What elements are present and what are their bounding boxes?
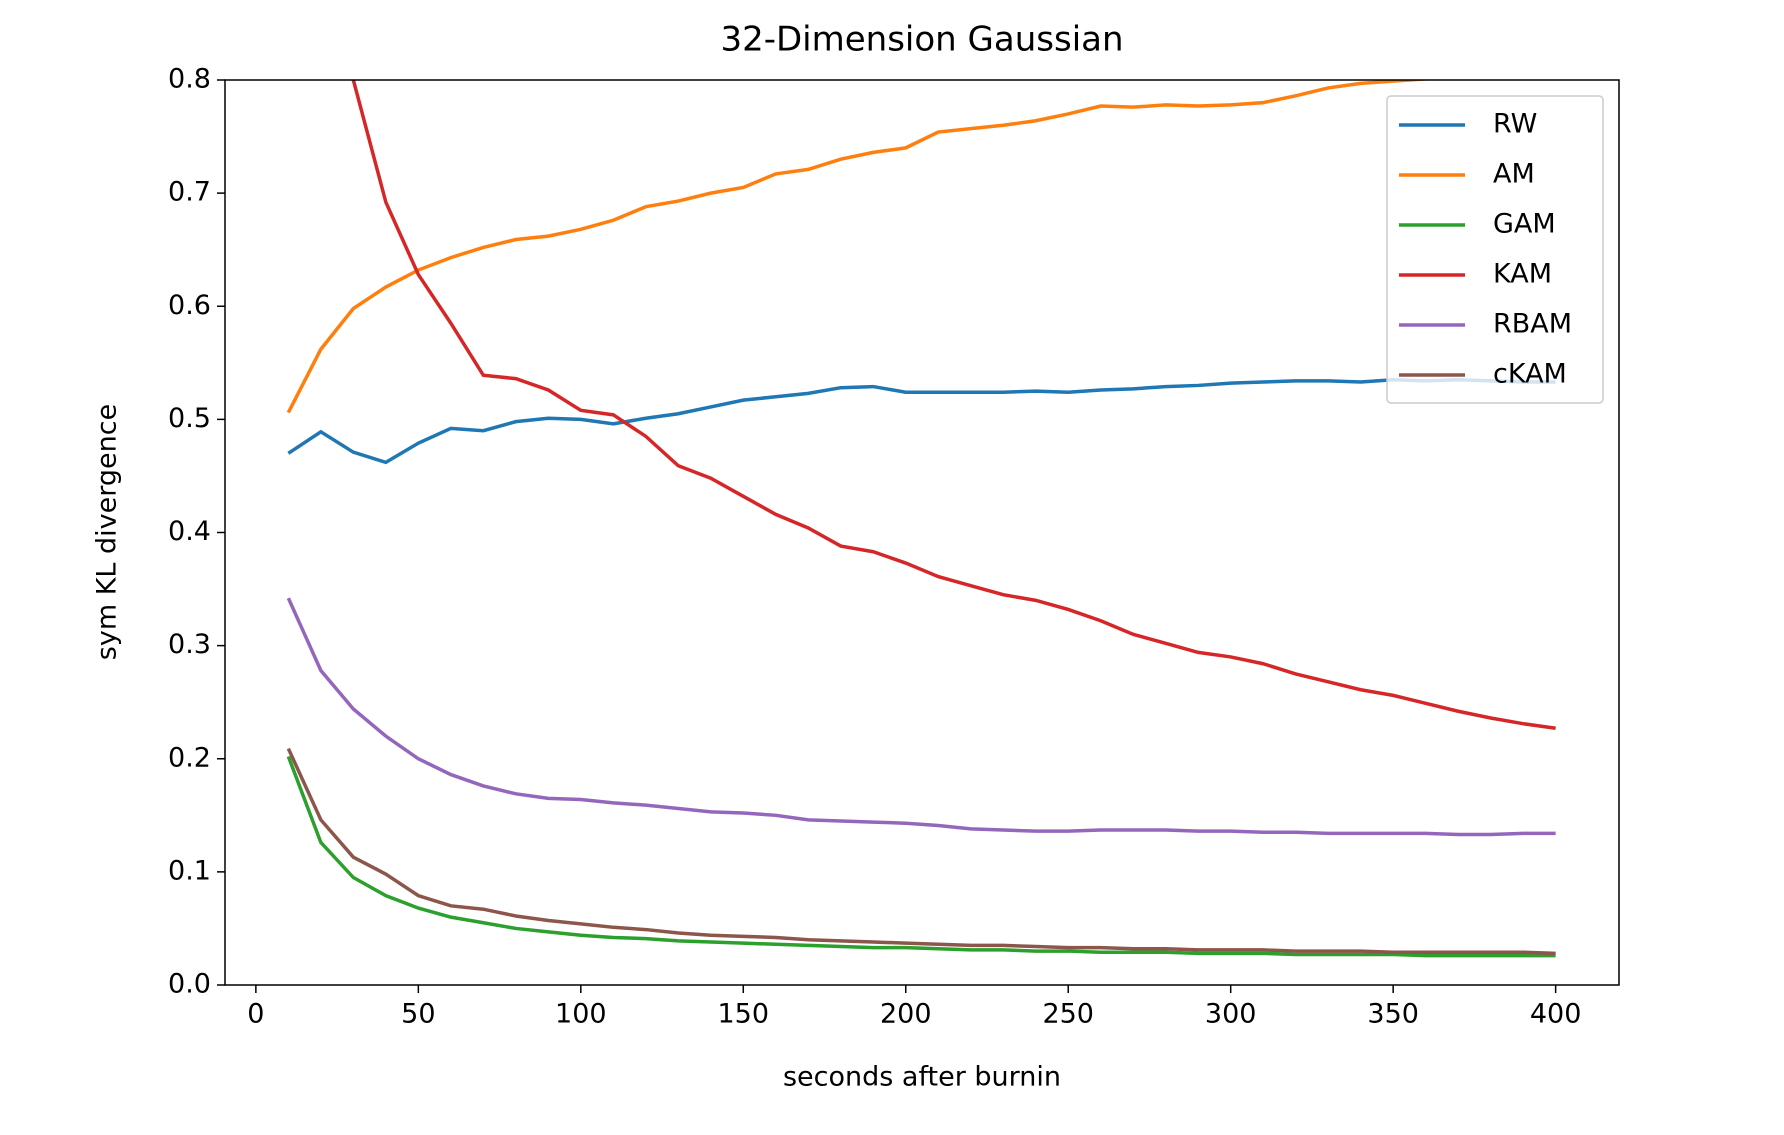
- y-tick-label: 0.8: [168, 64, 211, 95]
- x-tick-label: 250: [1042, 999, 1094, 1030]
- legend-label: AM: [1493, 159, 1535, 190]
- y-axis-label: sym KL divergence: [92, 404, 123, 660]
- chart-title: 32-Dimension Gaussian: [720, 20, 1123, 60]
- x-tick-label: 350: [1367, 999, 1419, 1030]
- x-tick-label: 0: [247, 999, 264, 1030]
- legend-label: RW: [1493, 109, 1537, 140]
- x-tick-label: 50: [401, 999, 435, 1030]
- x-tick-label: 150: [718, 999, 770, 1030]
- x-tick-label: 300: [1205, 999, 1257, 1030]
- series-line: [286, 597, 1556, 837]
- x-tick-label: 100: [555, 999, 607, 1030]
- x-tick-label: 400: [1530, 999, 1582, 1030]
- legend-box: [1386, 95, 1604, 404]
- legend-label: RBAM: [1493, 309, 1572, 340]
- series-line: [286, 80, 1435, 414]
- y-tick-label: 0.7: [168, 177, 211, 208]
- y-tick-label: 0.4: [168, 516, 211, 547]
- y-tick-label: 0.5: [168, 403, 211, 434]
- series-line: [286, 755, 1556, 958]
- y-tick-label: 0.3: [168, 629, 211, 660]
- y-tick-label: 0.2: [168, 742, 211, 773]
- series-line: [351, 80, 1556, 730]
- series-line: [286, 747, 1556, 956]
- series-line: [287, 378, 1556, 465]
- x-axis-label: seconds after burnin: [783, 1062, 1061, 1093]
- legend-label: GAM: [1493, 209, 1556, 240]
- y-tick-label: 0.1: [168, 855, 211, 886]
- plot-frame: [224, 79, 1620, 986]
- x-tick-label: 200: [880, 999, 932, 1030]
- y-tick-label: 0.6: [168, 290, 211, 321]
- legend-label: cKAM: [1493, 359, 1567, 390]
- plot-area: [286, 80, 1556, 958]
- legend-label: KAM: [1493, 259, 1552, 290]
- y-tick-label: 0.0: [168, 969, 211, 1000]
